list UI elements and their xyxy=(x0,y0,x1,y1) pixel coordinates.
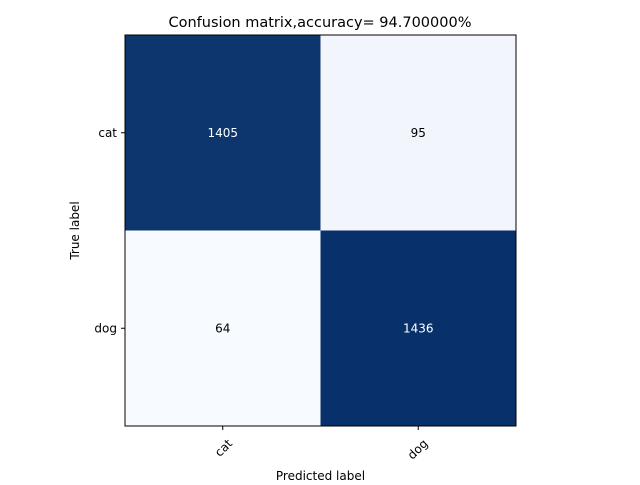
cell-value-cat-cat: 1405 xyxy=(207,126,238,140)
x-tick-label-cat: cat xyxy=(212,436,235,459)
y-axis-label: True label xyxy=(68,201,82,260)
y-tick-label-dog: dog xyxy=(94,321,117,335)
x-axis-label: Predicted label xyxy=(276,469,365,480)
y-tick-label-cat: cat xyxy=(98,126,117,140)
cell-value-dog-cat: 64 xyxy=(215,321,230,335)
cell-value-cat-dog: 95 xyxy=(411,126,426,140)
chart-title: Confusion matrix,accuracy= 94.700000% xyxy=(169,15,472,31)
heatmap-cell-cat-dog xyxy=(320,35,517,231)
heatmap-cell-cat-cat xyxy=(125,35,321,231)
heatmap-cells xyxy=(125,35,517,427)
x-tick-label-dog: dog xyxy=(405,436,431,462)
cell-values: 1405 95 64 1436 xyxy=(207,126,433,336)
cell-value-dog-dog: 1436 xyxy=(403,321,434,335)
heatmap-cell-dog-dog xyxy=(320,230,517,427)
heatmap-cell-dog-cat xyxy=(125,230,321,427)
plot-frame xyxy=(124,34,517,427)
